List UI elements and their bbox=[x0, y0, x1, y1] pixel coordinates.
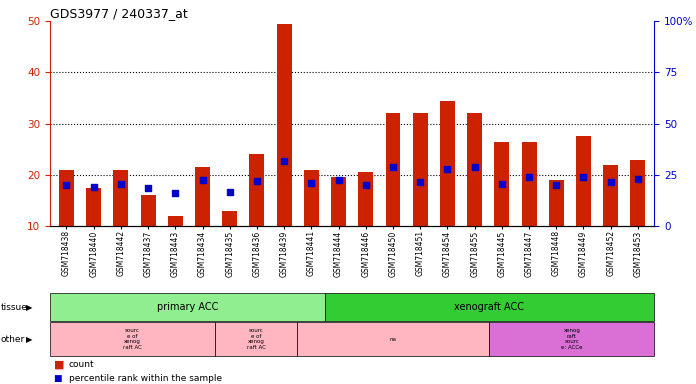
Point bbox=[605, 179, 616, 185]
Text: percentile rank within the sample: percentile rank within the sample bbox=[69, 374, 222, 383]
Bar bbox=[168, 216, 183, 226]
Text: count: count bbox=[69, 360, 95, 369]
Bar bbox=[249, 154, 264, 226]
Point bbox=[496, 181, 507, 187]
Point bbox=[442, 166, 453, 172]
Bar bbox=[358, 172, 373, 226]
Text: other: other bbox=[1, 334, 25, 344]
Point bbox=[361, 182, 372, 188]
Point bbox=[197, 177, 208, 183]
Bar bbox=[86, 188, 101, 226]
Point bbox=[469, 164, 480, 170]
Text: ▶: ▶ bbox=[26, 303, 33, 312]
Text: sourc
e of
xenog
raft AC: sourc e of xenog raft AC bbox=[246, 328, 265, 350]
Point bbox=[633, 176, 644, 182]
Bar bbox=[440, 101, 455, 226]
Point bbox=[523, 174, 535, 180]
Bar bbox=[576, 136, 591, 226]
Bar bbox=[59, 170, 74, 226]
Bar bbox=[386, 113, 400, 226]
Bar bbox=[521, 142, 537, 226]
Bar bbox=[631, 159, 645, 226]
Bar bbox=[494, 142, 509, 226]
Text: tissue: tissue bbox=[1, 303, 28, 312]
Text: primary ACC: primary ACC bbox=[157, 302, 218, 312]
Bar bbox=[331, 177, 346, 226]
Bar bbox=[141, 195, 156, 226]
Point bbox=[224, 189, 235, 195]
Text: ■: ■ bbox=[54, 359, 64, 369]
Bar bbox=[467, 113, 482, 226]
Point bbox=[278, 157, 290, 164]
Text: xenog
raft
sourc
e: ACCe: xenog raft sourc e: ACCe bbox=[561, 328, 583, 350]
Point bbox=[116, 181, 127, 187]
Point bbox=[551, 182, 562, 188]
Point bbox=[578, 174, 589, 180]
Text: na: na bbox=[390, 336, 397, 342]
Text: ■: ■ bbox=[54, 374, 62, 383]
Point bbox=[251, 178, 262, 184]
Bar bbox=[113, 170, 128, 226]
Point bbox=[333, 177, 344, 183]
Point bbox=[88, 184, 100, 190]
Point bbox=[143, 185, 154, 191]
Point bbox=[306, 180, 317, 186]
Text: GDS3977 / 240337_at: GDS3977 / 240337_at bbox=[50, 7, 188, 20]
Bar bbox=[276, 24, 292, 226]
Text: ▶: ▶ bbox=[26, 334, 33, 344]
Text: xenograft ACC: xenograft ACC bbox=[454, 302, 525, 312]
Bar bbox=[222, 211, 237, 226]
Point bbox=[61, 182, 72, 188]
Bar bbox=[548, 180, 564, 226]
Text: sourc
e of
xenog
raft AC: sourc e of xenog raft AC bbox=[123, 328, 142, 350]
Point bbox=[388, 164, 399, 170]
Bar bbox=[195, 167, 210, 226]
Bar bbox=[413, 113, 427, 226]
Point bbox=[415, 179, 426, 185]
Bar bbox=[603, 165, 618, 226]
Bar bbox=[304, 170, 319, 226]
Point bbox=[170, 190, 181, 197]
